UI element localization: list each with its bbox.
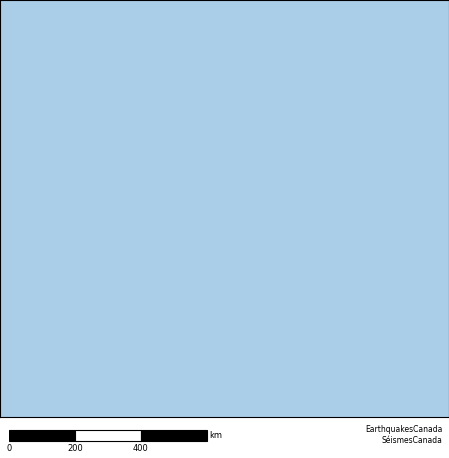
Text: EarthquakesCanada
SéismesCanada: EarthquakesCanada SéismesCanada: [365, 425, 442, 445]
Bar: [9, 430, 75, 442]
Text: 200: 200: [67, 444, 83, 453]
Text: 0: 0: [6, 444, 12, 453]
Text: 400: 400: [133, 444, 149, 453]
Bar: [75, 430, 141, 442]
Text: km: km: [209, 431, 222, 440]
Bar: [141, 430, 207, 442]
